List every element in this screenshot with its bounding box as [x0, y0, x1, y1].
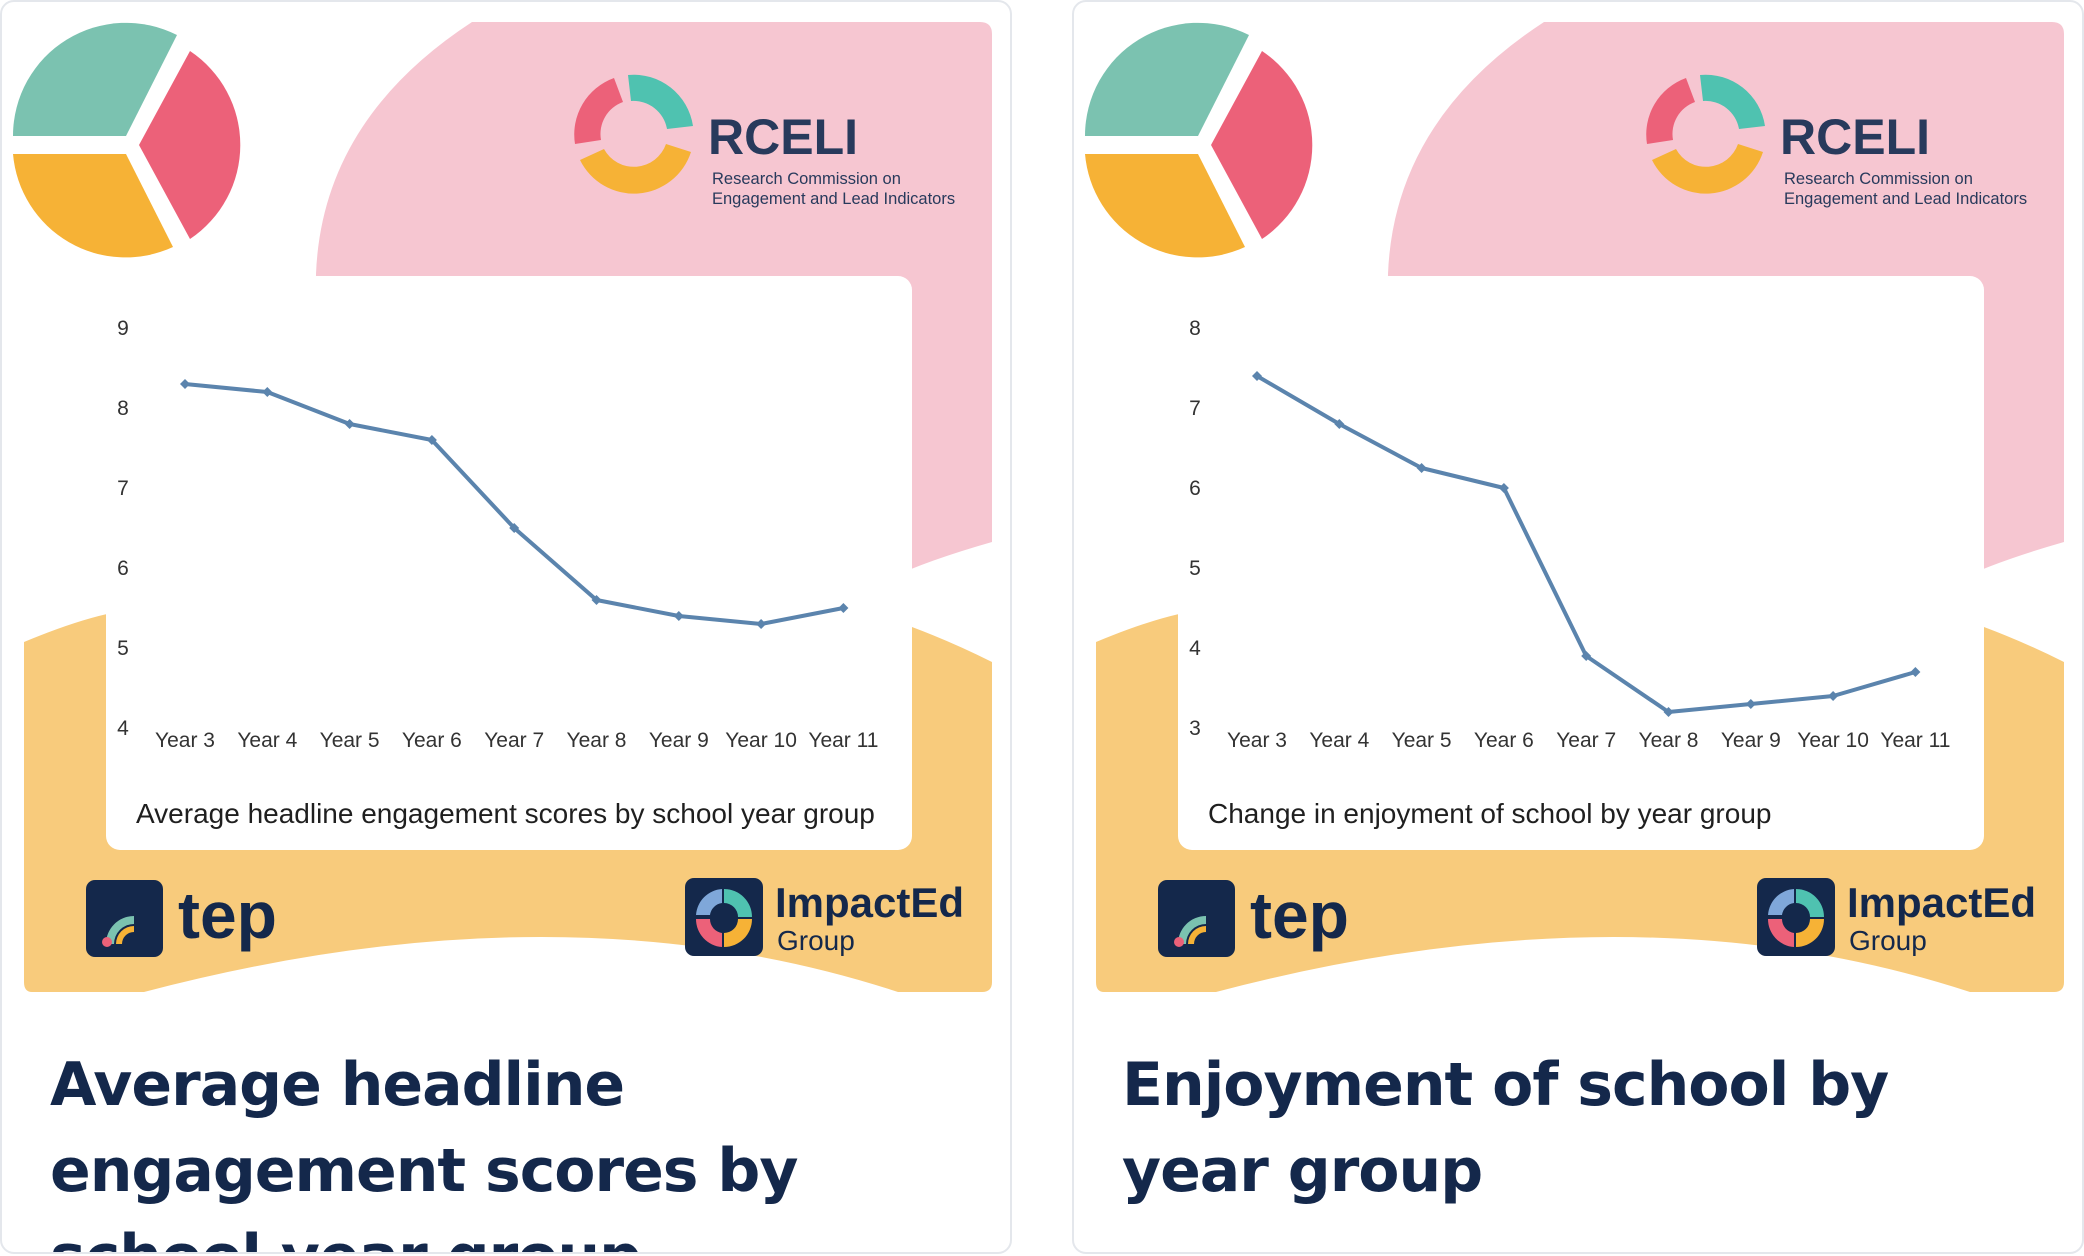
data-point[interactable] [1745, 699, 1756, 709]
chart-caption: Change in enjoyment of school by year gr… [1208, 798, 1771, 829]
data-point[interactable] [756, 619, 767, 629]
y-tick-label: 5 [117, 637, 129, 660]
data-point[interactable] [838, 603, 849, 613]
data-point[interactable] [1416, 463, 1427, 473]
chart-card-engagement[interactable]: RCELI Research Commission on Engagement … [0, 0, 1012, 1254]
x-tick-label: Year 11 [808, 729, 878, 752]
card-artwork: RCELI Research Commission on Engagement … [12, 22, 993, 992]
rceli-ring-icon [1646, 74, 1765, 194]
card-artwork: RCELI Research Commission on Engagement … [1084, 22, 2064, 992]
data-point[interactable] [1663, 707, 1674, 717]
x-tick-label: Year 9 [649, 729, 709, 752]
x-tick-label: Year 10 [1797, 729, 1869, 752]
x-tick-label: Year 10 [725, 729, 797, 752]
rceli-logo: RCELI Research Commission on Engagement … [1646, 74, 2027, 208]
tep-icon [86, 880, 163, 957]
tep-icon [1158, 880, 1235, 957]
tep-logo: tep [1158, 878, 1349, 957]
chart-panel [106, 276, 912, 850]
data-point[interactable] [426, 435, 437, 445]
y-tick-label: 3 [1189, 717, 1201, 740]
data-point[interactable] [1334, 419, 1345, 429]
impacted-subtitle: Group [777, 925, 855, 956]
x-tick-label: Year 3 [155, 729, 215, 752]
data-point[interactable] [180, 379, 190, 389]
data-point[interactable] [262, 387, 273, 397]
data-point[interactable] [591, 595, 602, 605]
rceli-subtitle-line2: Engagement and Lead Indicators [712, 190, 955, 208]
y-tick-label: 4 [117, 717, 129, 740]
card-title[interactable]: Average headline engagement scores by sc… [50, 1050, 798, 1252]
x-tick-label: Year 4 [237, 729, 297, 752]
x-tick-label: Year 4 [1309, 729, 1369, 752]
y-tick-label: 8 [117, 397, 129, 420]
pie-decoration-icon [12, 22, 241, 258]
x-tick-label: Year 3 [1227, 729, 1287, 752]
y-tick-label: 9 [117, 317, 129, 340]
rceli-ring-icon [574, 74, 693, 194]
data-point[interactable] [1828, 691, 1839, 701]
impacted-subtitle: Group [1849, 925, 1927, 956]
x-tick-label: Year 5 [1392, 729, 1452, 752]
chart-caption: Average headline engagement scores by sc… [136, 798, 875, 829]
tep-logo: tep [86, 878, 277, 957]
x-tick-label: Year 8 [1639, 729, 1699, 752]
rceli-logo: RCELI Research Commission on Engagement … [574, 74, 955, 208]
x-tick-label: Year 9 [1721, 729, 1781, 752]
impacted-icon [1757, 878, 1835, 956]
data-point[interactable] [344, 419, 355, 429]
y-tick-label: 7 [1189, 397, 1201, 420]
x-tick-label: Year 6 [1474, 729, 1534, 752]
y-tick-label: 7 [117, 477, 129, 500]
impacted-name: ImpactEd [1847, 879, 2036, 926]
line-chart: 4 5 6 7 8 9 Year 3 Year 4 Year 5 Year 6 Year 7 Year… [117, 317, 878, 752]
data-point[interactable] [1252, 371, 1262, 381]
rceli-name: RCELI [1780, 109, 1930, 165]
card-title[interactable]: Enjoyment of school by year group [1122, 1050, 1889, 1206]
x-tick-label: Year 5 [320, 729, 380, 752]
y-tick-label: 6 [117, 557, 129, 580]
chart-panel [1178, 276, 1984, 850]
pie-decoration-icon [1084, 22, 1313, 258]
tep-name: tep [178, 878, 277, 952]
line-chart: 3 4 5 6 7 8 Year 3 Year 4 Year 5 Year 6 Year 7 Year… [1189, 317, 1950, 752]
rceli-subtitle-line1: Research Commission on [1784, 170, 1973, 188]
rceli-name: RCELI [708, 109, 858, 165]
y-tick-label: 5 [1189, 557, 1201, 580]
impacted-logo: ImpactEd Group [685, 878, 964, 956]
x-tick-label: Year 8 [567, 729, 627, 752]
rceli-subtitle-line1: Research Commission on [712, 170, 901, 188]
impacted-name: ImpactEd [775, 879, 964, 926]
x-tick-label: Year 7 [484, 729, 544, 752]
x-tick-label: Year 7 [1556, 729, 1616, 752]
y-tick-label: 6 [1189, 477, 1201, 500]
x-tick-label: Year 11 [1880, 729, 1950, 752]
chart-card-enjoyment[interactable]: RCELI Research Commission on Engagement … [1072, 0, 2084, 1254]
data-point[interactable] [1910, 667, 1921, 677]
y-tick-label: 8 [1189, 317, 1201, 340]
rceli-subtitle-line2: Engagement and Lead Indicators [1784, 190, 2027, 208]
x-tick-label: Year 6 [402, 729, 462, 752]
impacted-icon [685, 878, 763, 956]
data-point[interactable] [1498, 483, 1509, 493]
tep-name: tep [1250, 878, 1349, 952]
data-point[interactable] [1581, 651, 1592, 661]
impacted-logo: ImpactEd Group [1757, 878, 2036, 956]
data-point[interactable] [509, 523, 520, 533]
data-point[interactable] [673, 611, 684, 621]
y-tick-label: 4 [1189, 637, 1201, 660]
